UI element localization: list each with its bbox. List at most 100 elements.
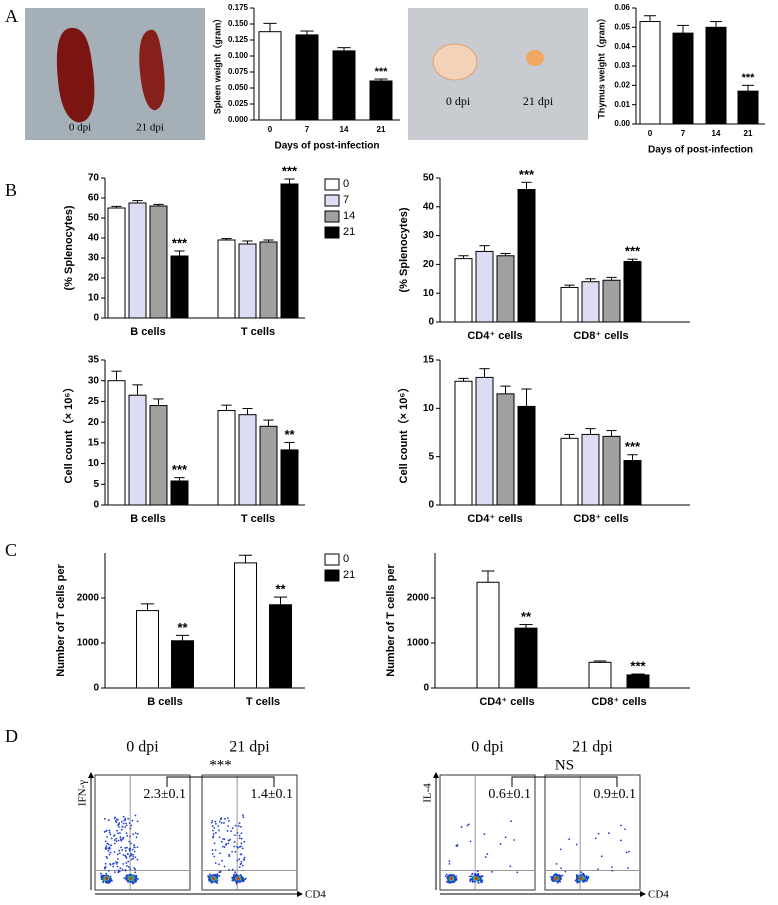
flow-dot — [584, 879, 586, 882]
flow-dot — [132, 879, 135, 882]
flow-dot — [240, 832, 243, 835]
flow-dot — [212, 832, 215, 835]
flow-dot — [128, 822, 131, 825]
flow-dot — [124, 817, 127, 820]
flow-dot — [127, 880, 129, 883]
y-axis-label: Number of T cells per — [55, 564, 67, 677]
bar — [672, 32, 694, 125]
x-tick-label: 7 — [305, 125, 310, 134]
flow-dot — [119, 832, 121, 834]
flow-dot — [119, 836, 122, 839]
flow-label: 0 dpi — [471, 739, 504, 756]
y-tick-label: 25 — [88, 396, 100, 407]
flow-dot — [472, 876, 474, 878]
flow-dot — [217, 825, 220, 827]
x-tick-label: T cells — [241, 326, 275, 338]
flow-dot — [215, 880, 218, 883]
flow-dot — [241, 864, 244, 867]
y-tick-label: 0.150 — [228, 19, 249, 28]
flow-dot — [235, 873, 238, 876]
x-axis-label: Days of post-infection — [648, 145, 753, 156]
flow-dot — [483, 833, 486, 836]
flow-dot — [223, 846, 226, 848]
flow-dot — [125, 832, 128, 835]
bar — [639, 21, 661, 125]
y-tick-label: 15 — [88, 437, 100, 448]
significance: *** — [172, 235, 188, 250]
flow-dot — [131, 819, 134, 822]
arrow-head — [297, 891, 303, 897]
flow-dot — [240, 853, 243, 856]
flow-dot — [223, 838, 226, 841]
flow-dot — [122, 854, 125, 856]
flow-dot — [568, 838, 571, 841]
arrow-head — [640, 891, 646, 897]
flow-dot — [238, 881, 241, 884]
flow-dot — [125, 864, 128, 867]
flow-dot — [468, 875, 471, 878]
flow-dot — [121, 838, 124, 840]
flow-dot — [211, 820, 214, 822]
y-tick-label: 0.050 — [228, 83, 249, 92]
flow-dot — [564, 870, 567, 873]
flow-dot — [223, 822, 225, 824]
flow-dot — [130, 858, 133, 861]
bar — [128, 394, 147, 506]
legend-swatch — [324, 210, 340, 223]
flow-dot — [117, 871, 120, 874]
bar — [476, 581, 500, 689]
y-tick-label: 1000 — [77, 638, 100, 649]
flow-dot — [238, 822, 241, 825]
y-tick-label: 60 — [88, 193, 100, 204]
flow-dot — [130, 842, 132, 845]
flow-dot — [477, 875, 480, 877]
flow-dot — [209, 878, 212, 881]
flow-dot — [109, 878, 111, 881]
flow-dot — [129, 873, 132, 876]
flow-dot — [136, 846, 139, 849]
flow-dot — [105, 845, 108, 848]
x-tick-label: CD8⁺ cells — [573, 330, 628, 342]
spleen — [56, 27, 95, 123]
flow-dot — [554, 873, 557, 875]
bar — [149, 405, 168, 506]
flow-dot — [238, 858, 241, 861]
flow-dot — [444, 875, 447, 878]
y-tick-label: 2000 — [407, 593, 430, 604]
flow-dot — [453, 874, 455, 876]
bar — [588, 661, 612, 689]
bar — [170, 255, 189, 319]
flow-dot — [124, 869, 127, 872]
flow-dot — [136, 820, 139, 823]
bar — [454, 258, 473, 323]
flow-dot — [212, 829, 214, 832]
legend-label: 14 — [343, 210, 355, 222]
flow-dot — [110, 844, 112, 847]
flow-dot — [471, 873, 474, 876]
flow-dot — [227, 820, 230, 822]
flow-dot — [233, 834, 236, 837]
flow-dot — [118, 870, 121, 873]
flow-dot — [118, 852, 121, 855]
y-tick-label: 50 — [88, 213, 100, 224]
flow-dot — [227, 825, 230, 827]
flow-dot — [231, 850, 233, 853]
flow-dot — [238, 866, 241, 868]
flow-dot — [232, 876, 235, 879]
flow-dot — [242, 877, 245, 880]
flow-dot — [243, 856, 246, 859]
flow-dot — [476, 877, 478, 880]
flow-dot — [125, 822, 128, 825]
flow-dot — [491, 870, 493, 873]
legend-swatch — [324, 194, 340, 207]
flow-label: 21 dpi — [229, 739, 270, 756]
significance: *** — [172, 462, 188, 477]
x-axis-label: Days of post-infection — [274, 141, 379, 152]
flow-dot — [104, 867, 106, 870]
flow-dot — [218, 875, 221, 877]
flow-dot — [126, 834, 129, 837]
y-tick-label: 10 — [423, 403, 435, 414]
flow-dot — [214, 874, 217, 877]
flow-dot — [125, 861, 128, 864]
y-tick-label: 20 — [423, 259, 435, 270]
